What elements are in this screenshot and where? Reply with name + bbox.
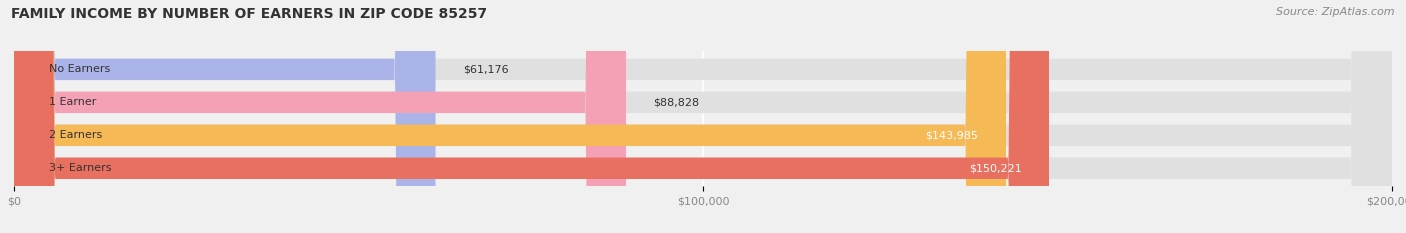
FancyBboxPatch shape	[14, 0, 1392, 233]
Text: $88,828: $88,828	[654, 97, 700, 107]
Text: No Earners: No Earners	[48, 64, 110, 74]
Text: 1 Earner: 1 Earner	[48, 97, 96, 107]
Text: FAMILY INCOME BY NUMBER OF EARNERS IN ZIP CODE 85257: FAMILY INCOME BY NUMBER OF EARNERS IN ZI…	[11, 7, 488, 21]
Text: 3+ Earners: 3+ Earners	[48, 163, 111, 173]
FancyBboxPatch shape	[14, 0, 436, 233]
FancyBboxPatch shape	[14, 0, 1392, 233]
Text: $150,221: $150,221	[969, 163, 1021, 173]
FancyBboxPatch shape	[14, 0, 1392, 233]
Text: $143,985: $143,985	[925, 130, 979, 140]
Text: Source: ZipAtlas.com: Source: ZipAtlas.com	[1277, 7, 1395, 17]
Text: 2 Earners: 2 Earners	[48, 130, 101, 140]
Text: $61,176: $61,176	[463, 64, 509, 74]
FancyBboxPatch shape	[14, 0, 1392, 233]
FancyBboxPatch shape	[14, 0, 1007, 233]
FancyBboxPatch shape	[14, 0, 1049, 233]
FancyBboxPatch shape	[14, 0, 626, 233]
